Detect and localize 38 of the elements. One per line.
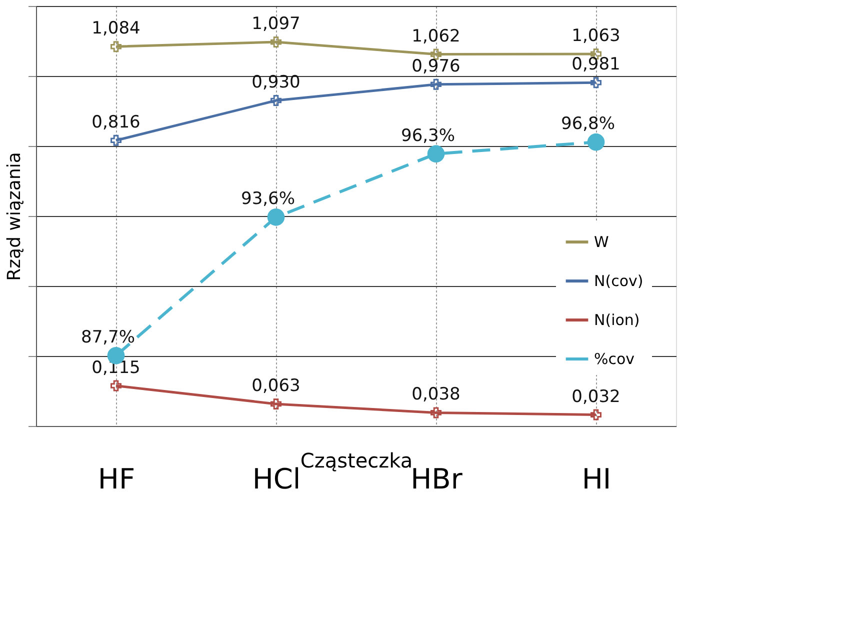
data-label: 0,816 <box>92 112 140 132</box>
x-axis-title: Cząsteczka <box>300 448 413 472</box>
y-axis-title: Rząd wiązania <box>4 152 25 281</box>
x-tick-label: HF <box>98 462 136 496</box>
point <box>430 78 442 90</box>
data-label: 0,038 <box>412 384 460 405</box>
point <box>590 409 602 420</box>
data-label: 87,7% <box>80 328 136 348</box>
legend-label: N(cov) <box>594 272 644 290</box>
data-label: 96,8% <box>560 114 616 134</box>
data-label: 0,063 <box>252 376 300 396</box>
point <box>270 36 282 48</box>
x-tick-label: HBr <box>410 462 463 496</box>
data-label: 0,976 <box>412 56 460 76</box>
point <box>110 134 122 146</box>
data-label: 1,062 <box>412 26 460 46</box>
data-label: 0,930 <box>252 72 300 92</box>
point <box>267 208 285 226</box>
point <box>110 41 122 52</box>
point <box>430 407 442 418</box>
data-label: 1,097 <box>252 14 300 34</box>
data-label: 96,3% <box>400 126 456 146</box>
point <box>110 380 122 392</box>
point <box>270 95 282 106</box>
point <box>590 77 602 88</box>
point <box>427 145 445 162</box>
data-label: 1,084 <box>92 18 140 39</box>
legend-label: %cov <box>594 350 635 368</box>
x-tick-label: HCl <box>252 462 301 496</box>
legend-label: W <box>594 233 609 251</box>
x-tick-label: HI <box>582 462 612 496</box>
data-label: 1,063 <box>572 26 620 46</box>
data-label: 93,6% <box>240 189 296 210</box>
point <box>587 133 605 151</box>
legend-label: N(ion) <box>594 311 640 329</box>
data-label: 0,032 <box>572 386 620 407</box>
data-label: 0,981 <box>572 54 620 75</box>
point <box>270 398 282 410</box>
